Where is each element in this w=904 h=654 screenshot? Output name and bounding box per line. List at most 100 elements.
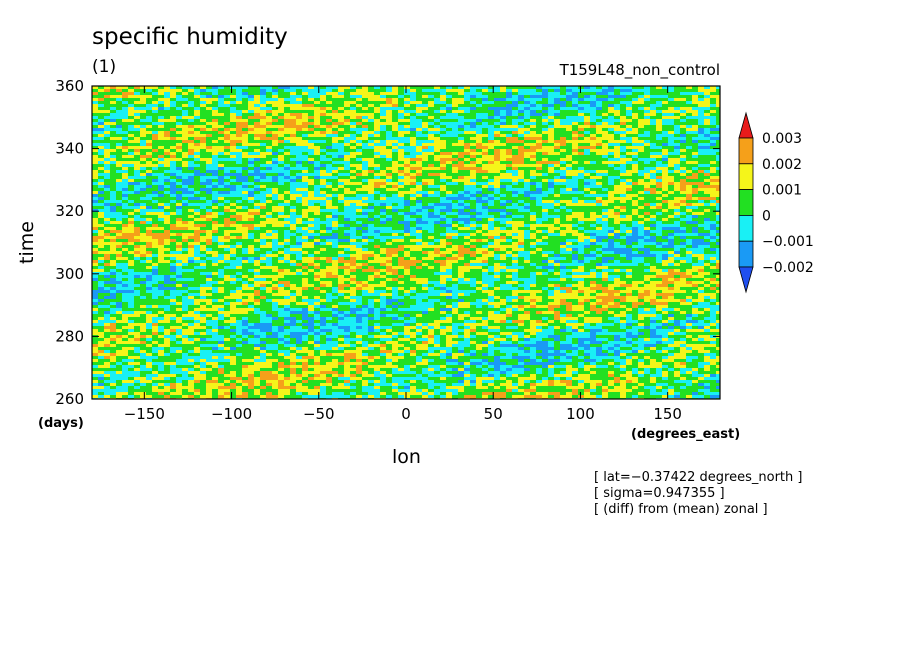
heat-cell [146, 86, 153, 90]
heat-cell [314, 164, 321, 168]
heat-cell [128, 92, 135, 96]
heat-cell [566, 173, 573, 177]
heat-cell [506, 143, 513, 147]
heat-cell [392, 128, 399, 132]
heat-cell [242, 122, 249, 126]
heat-cell [704, 167, 711, 171]
heat-cell [332, 89, 339, 93]
heat-cell [662, 107, 669, 111]
heat-cell [500, 224, 507, 228]
heat-cell [482, 206, 489, 210]
heat-cell [344, 182, 351, 186]
heat-cell [500, 167, 507, 171]
heat-cell [560, 155, 567, 159]
heat-cell [698, 149, 705, 153]
heat-cell [158, 200, 165, 204]
heat-cell [428, 116, 435, 120]
heat-cell [242, 146, 249, 150]
heat-cell [224, 131, 231, 135]
heat-cell [314, 89, 321, 93]
heat-cell [704, 185, 711, 189]
heat-cell [320, 221, 327, 225]
heat-cell [668, 167, 675, 171]
heat-cell [374, 218, 381, 222]
heat-cell [236, 173, 243, 177]
heat-cell [596, 143, 603, 147]
heat-cell [554, 218, 561, 222]
heat-cell [482, 143, 489, 147]
heat-cell [326, 179, 333, 183]
heat-cell [278, 215, 285, 219]
heat-cell [320, 158, 327, 162]
heat-cell [656, 125, 663, 129]
heat-cell [326, 224, 333, 228]
heat-cell [320, 149, 327, 153]
heat-cell [170, 182, 177, 186]
heat-cell [260, 113, 267, 117]
heat-cell [710, 104, 717, 108]
heat-cell [314, 128, 321, 132]
heat-cell [278, 146, 285, 150]
heat-cell [374, 149, 381, 153]
heat-cell [458, 101, 465, 105]
heat-cell [116, 149, 123, 153]
heat-cell [476, 224, 483, 228]
heat-cell [308, 125, 315, 129]
heat-cell [620, 89, 627, 93]
heat-cell [596, 182, 603, 186]
heat-cell [506, 113, 513, 117]
heat-cell [404, 212, 411, 216]
heat-cell [296, 170, 303, 174]
heat-cell [278, 212, 285, 216]
heat-cell [116, 92, 123, 96]
heat-cell [224, 167, 231, 171]
heat-cell [314, 224, 321, 228]
heat-cell [614, 182, 621, 186]
heat-cell [584, 215, 591, 219]
heat-cell [140, 179, 147, 183]
heat-cell [278, 155, 285, 159]
heat-cell [464, 200, 471, 204]
heat-cell [140, 200, 147, 204]
heat-cell [374, 95, 381, 99]
heat-cell [290, 167, 297, 171]
heat-cell [422, 95, 429, 99]
heat-cell [248, 140, 255, 144]
heat-cell [116, 146, 123, 150]
heat-cell [428, 152, 435, 156]
heat-cell [272, 131, 279, 135]
heat-cell [332, 176, 339, 180]
heat-cell [170, 191, 177, 195]
heat-cell [470, 152, 477, 156]
heat-cell [98, 119, 105, 123]
heat-cell [104, 143, 111, 147]
heat-cell [272, 107, 279, 111]
heat-cell [500, 125, 507, 129]
heat-cell [590, 170, 597, 174]
heat-cell [248, 185, 255, 189]
heat-cell [188, 200, 195, 204]
heat-cell [686, 107, 693, 111]
heat-cell [392, 203, 399, 207]
heat-cell [458, 116, 465, 120]
heat-cell [602, 221, 609, 225]
heat-cell [308, 221, 315, 225]
heat-cell [530, 107, 537, 111]
heat-cell [458, 221, 465, 225]
heat-cell [146, 179, 153, 183]
heat-cell [524, 86, 531, 90]
heat-cell [458, 122, 465, 126]
heat-cell [218, 167, 225, 171]
heat-cell [254, 209, 261, 213]
heat-cell [404, 89, 411, 93]
heat-cell [422, 206, 429, 210]
heat-cell [176, 191, 183, 195]
heat-cell [458, 164, 465, 168]
heat-cell [446, 119, 453, 123]
heat-cell [368, 152, 375, 156]
heat-cell [224, 143, 231, 147]
heat-cell [542, 143, 549, 147]
heat-cell [620, 203, 627, 207]
heat-cell [338, 155, 345, 159]
heat-cell [200, 134, 207, 138]
